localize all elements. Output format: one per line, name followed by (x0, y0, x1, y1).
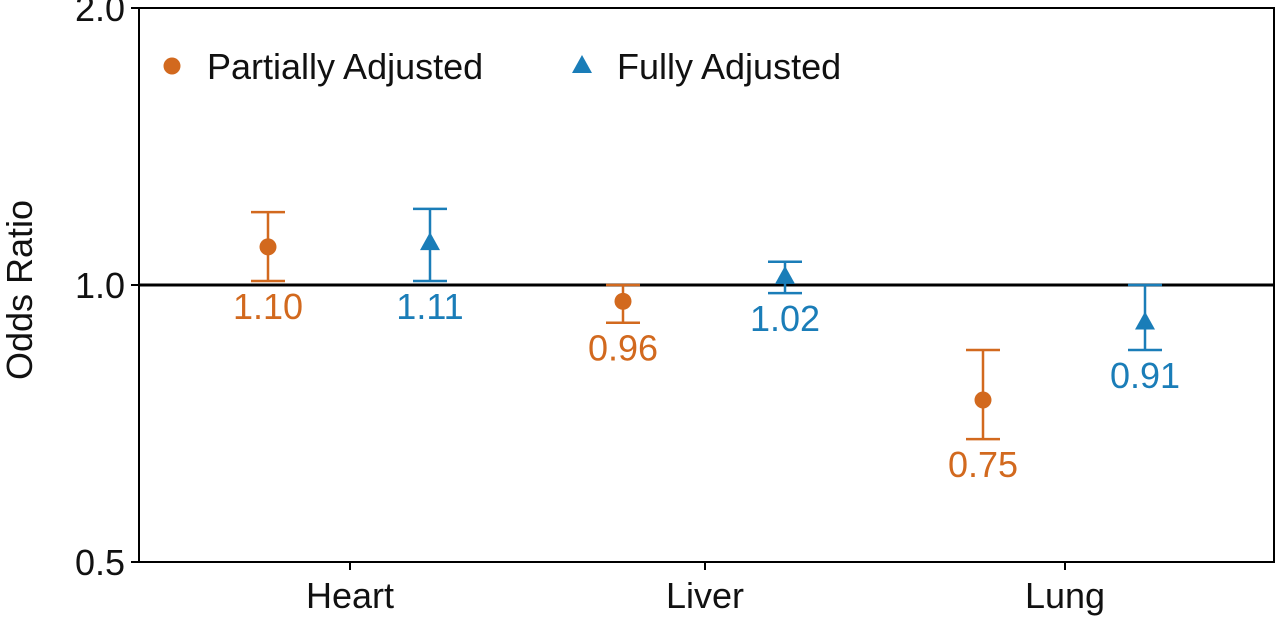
legend-label: Partially Adjusted (207, 46, 483, 87)
point-marker-triangle (775, 265, 795, 284)
data-label: 1.02 (750, 298, 820, 339)
point-marker-triangle (420, 232, 440, 251)
y-axis-ticks: 0.5 1.0 2.0 (75, 0, 139, 583)
legend-item-partial: Partially Adjusted (163, 46, 483, 87)
y-tick-label: 0.5 (75, 542, 125, 583)
data-label: 1.11 (396, 286, 463, 327)
plot-area: 1.10 0.96 0.75 1.11 1.02 0.91 (138, 7, 1275, 563)
legend: Partially Adjusted Fully Adjusted (163, 46, 841, 87)
x-tick-label: Liver (666, 575, 744, 616)
partial-point-group: 0.96 (588, 283, 658, 369)
point-marker-circle (614, 292, 632, 310)
legend-circle-icon (163, 57, 181, 75)
partial-point-group: 0.75 (948, 348, 1018, 485)
full-point-group: 1.02 (750, 260, 820, 339)
point-marker-circle (974, 391, 992, 409)
x-tick-label: Heart (306, 575, 394, 616)
partial-point-group: 1.10 (233, 210, 303, 327)
point-marker-triangle (1135, 311, 1155, 330)
data-label: 0.75 (948, 444, 1018, 485)
full-point-group: 0.91 (1110, 283, 1180, 396)
data-label: 0.96 (588, 328, 658, 369)
data-label: 0.91 (1110, 355, 1180, 396)
y-tick-label: 2.0 (75, 0, 125, 29)
x-axis-ticks: Heart Liver Lung (306, 562, 1105, 616)
legend-triangle-icon (572, 55, 592, 73)
x-tick-label: Lung (1025, 575, 1105, 616)
legend-label: Fully Adjusted (617, 46, 841, 87)
data-label: 1.10 (233, 286, 303, 327)
point-marker-circle (259, 238, 277, 256)
y-tick-label: 1.0 (75, 265, 125, 306)
full-point-group: 1.11 (396, 207, 464, 327)
y-axis-label: Odds Ratio (0, 200, 40, 380)
legend-item-full: Fully Adjusted (572, 46, 841, 87)
